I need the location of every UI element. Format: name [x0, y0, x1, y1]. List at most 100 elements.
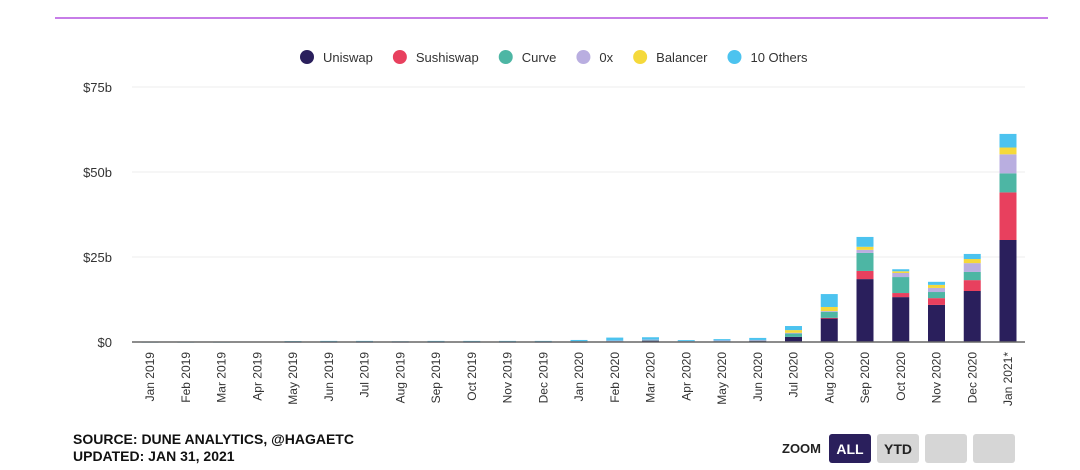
bar-segment-10-others [606, 337, 624, 341]
bar-segment-curve [999, 173, 1017, 193]
x-tick-label: Jun 2019 [322, 352, 336, 402]
x-tick-label: Mar 2020 [644, 352, 658, 403]
bar-segment-10-others [856, 236, 874, 247]
bar-segment-10-others [677, 340, 695, 342]
bar-segment-balancer [785, 330, 802, 333]
y-tick-label: $0 [98, 335, 112, 350]
bar-segment-balancer [856, 246, 874, 250]
source-text: SOURCE: DUNE ANALYTICS, @HAGAETC [73, 431, 354, 447]
x-tick-label: May 2019 [286, 352, 300, 405]
bar-segment-10-others [820, 294, 838, 307]
bar-segment-curve [856, 252, 874, 271]
legend-marker [727, 50, 742, 64]
x-tick-label: Aug 2019 [393, 352, 407, 404]
x-tick-label: Apr 2020 [679, 352, 693, 401]
bar-segment-10-others [892, 269, 910, 272]
bar-segment-10-others [785, 326, 802, 331]
legend-marker [392, 50, 407, 64]
x-tick-label: Jan 2019 [143, 352, 157, 402]
x-tick-label: Jul 2020 [787, 352, 801, 398]
bar-segment-sushiswap [963, 280, 981, 291]
x-tick-label: Sep 2019 [429, 352, 443, 404]
legend-label: 0x [599, 50, 613, 65]
bar-segment-0x [963, 263, 981, 272]
bar-segment-curve [785, 333, 802, 337]
bar-segment-0x [820, 311, 838, 312]
bar-segment-10-others [570, 339, 588, 342]
top-divider [55, 17, 1048, 19]
bar-segment-uniswap [785, 336, 802, 342]
legend-marker [633, 50, 648, 64]
x-tick-label: Jan 2020 [572, 352, 586, 402]
y-tick-label: $75b [83, 80, 112, 95]
bar-segment-balancer [999, 147, 1017, 155]
bar-segment-balancer [928, 284, 945, 288]
bar-segment-0x [749, 339, 767, 341]
bar-segment-sushiswap [856, 270, 874, 280]
x-tick-label: Apr 2019 [250, 352, 264, 401]
x-tick-label: Jan 2021* [1001, 352, 1015, 406]
legend-label: 10 Others [750, 50, 808, 65]
bar-segment-0x [856, 249, 874, 253]
bar-segment-0x [785, 332, 802, 334]
bar-segment-curve [963, 271, 981, 281]
stacked-bar-chart: $0 $25b $50b $75b Jan 2019 Feb 2019 Mar 2019 Ap… [83, 50, 1025, 406]
zoom-ytd-button[interactable]: YTD [877, 434, 919, 463]
bar-segment-uniswap [820, 318, 838, 342]
x-tick-label: Feb 2019 [179, 352, 193, 403]
bar-segment-balancer [820, 306, 838, 312]
legend-label: Balancer [656, 50, 708, 65]
legend-label: Uniswap [323, 50, 373, 65]
bar-segment-uniswap [928, 304, 945, 342]
bar-segment-0x [999, 154, 1017, 174]
zoom-button-4[interactable] [973, 434, 1015, 463]
bar-segment-sushiswap [820, 317, 838, 319]
zoom-button-3[interactable] [925, 434, 967, 463]
bar-segment-0x [713, 340, 731, 342]
y-tick-label: $50b [83, 165, 112, 180]
bar-segment-10-others [963, 253, 981, 260]
zoom-all-button[interactable]: ALL [829, 434, 871, 463]
bar-segment-0x [642, 339, 659, 341]
y-tick-label: $25b [83, 250, 112, 265]
x-tick-label: Jun 2020 [751, 352, 765, 402]
bar-segment-balancer [963, 259, 981, 264]
zoom-controls: ZOOM ALL YTD [782, 434, 1015, 463]
bar-segment-curve [928, 292, 945, 299]
bar-segment-uniswap [856, 279, 874, 342]
x-tick-label: Jul 2019 [358, 352, 372, 398]
bar-segment-sushiswap [999, 192, 1017, 240]
x-tick-label: Nov 2019 [501, 352, 515, 404]
bar-segment-0x [892, 272, 910, 278]
bar-segment-sushiswap [892, 293, 910, 298]
legend-label: Sushiswap [416, 50, 479, 65]
x-tick-label: Dec 2019 [536, 352, 550, 404]
bar-segment-sushiswap [928, 298, 945, 305]
bar-segment-10-others [999, 133, 1017, 148]
source-note: SOURCE: DUNE ANALYTICS, @HAGAETC UPDATED… [73, 431, 354, 465]
bar-segment-uniswap [963, 291, 981, 342]
legend-label: Curve [522, 50, 557, 65]
bar-segment-curve [820, 311, 838, 318]
x-tick-label: Aug 2020 [822, 352, 836, 404]
bar-segment-10-others [713, 339, 731, 341]
x-tick-label: Feb 2020 [608, 352, 622, 403]
x-tick-label: Oct 2019 [465, 352, 479, 401]
x-tick-label: Nov 2020 [930, 352, 944, 404]
bar-segment-0x [606, 340, 624, 342]
x-tick-label: Mar 2019 [215, 352, 229, 403]
bar-segment-curve [892, 277, 910, 294]
bar-segment-10-others [642, 337, 659, 340]
x-tick-label: Oct 2020 [894, 352, 908, 401]
bar-segment-uniswap [999, 240, 1017, 342]
legend-marker [576, 50, 591, 64]
zoom-label: ZOOM [782, 441, 821, 456]
bar-segment-uniswap [892, 297, 910, 342]
legend-marker [498, 50, 513, 64]
bar-segment-10-others [749, 337, 767, 340]
bar-segment-0x [928, 287, 945, 293]
x-tick-label: Sep 2020 [858, 352, 872, 404]
legend-marker [300, 50, 314, 64]
x-tick-label: May 2020 [715, 352, 729, 405]
bar-segment-10-others [928, 281, 945, 285]
